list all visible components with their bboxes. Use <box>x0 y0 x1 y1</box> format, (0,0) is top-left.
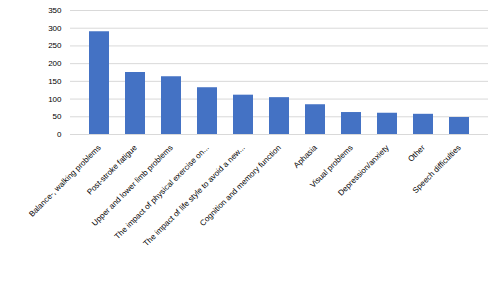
svg-text:Depression/anxiety: Depression/anxiety <box>336 143 390 197</box>
svg-text:250: 250 <box>48 41 62 50</box>
svg-text:Other: Other <box>406 143 427 164</box>
svg-text:150: 150 <box>48 77 62 86</box>
svg-text:Upper and lower limb problems: Upper and lower limb problems <box>90 143 175 228</box>
svg-text:Aphasia: Aphasia <box>292 143 319 170</box>
svg-text:350: 350 <box>48 6 62 15</box>
svg-text:Cognition and memory function: Cognition and memory function <box>198 143 283 228</box>
svg-text:Post-stroke fatigue: Post-stroke fatigue <box>85 143 139 197</box>
svg-text:300: 300 <box>48 24 62 33</box>
svg-text:Balance-, walking problems: Balance-, walking problems <box>27 143 103 219</box>
svg-text:The impact of life style to av: The impact of life style to avoid a new.… <box>141 143 247 249</box>
svg-text:0: 0 <box>57 130 62 139</box>
svg-text:100: 100 <box>48 95 62 104</box>
svg-text:200: 200 <box>48 59 62 68</box>
svg-text:Speech difficulties: Speech difficulties <box>411 143 463 195</box>
svg-text:Visual problems: Visual problems <box>308 143 355 190</box>
svg-text:The impact of physical exercis: The impact of physical exercise on... <box>112 143 211 241</box>
svg-text:50: 50 <box>53 112 62 121</box>
